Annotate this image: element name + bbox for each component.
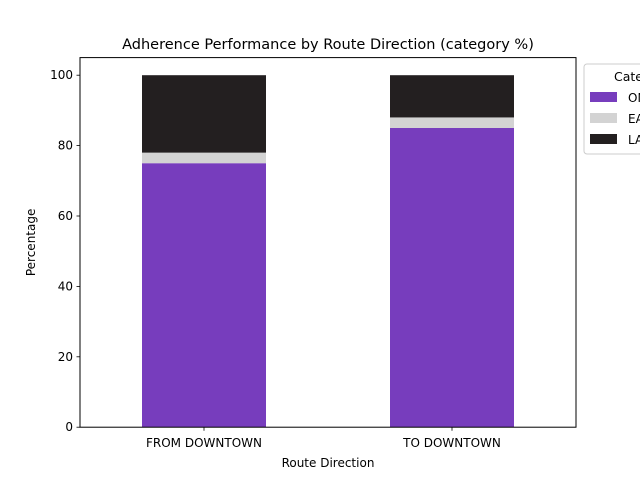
x-axis: FROM DOWNTOWN TO DOWNTOWN	[146, 427, 501, 450]
bar-early-1	[142, 152, 266, 164]
legend-entries: ON TIME EARLY LATE	[590, 91, 640, 147]
legend: Category ON TIME EARLY LATE	[583, 63, 640, 155]
bar-on-time-1	[142, 163, 266, 428]
y-tick-label: 60	[58, 209, 73, 223]
bar-late-1	[142, 75, 266, 153]
bar-late-2	[390, 75, 514, 118]
x-axis-label: Route Direction	[282, 456, 375, 470]
chart-title: Adherence Performance by Route Direction…	[122, 37, 534, 53]
legend-swatch	[590, 113, 617, 123]
legend-title: Category	[614, 69, 640, 84]
y-tick-label: 100	[50, 68, 73, 82]
y-tick-label: 0	[65, 420, 73, 434]
y-axis: 0 20 40 60 80 100	[50, 68, 80, 434]
legend-frame	[583, 63, 640, 155]
y-tick-label: 40	[58, 279, 73, 293]
plot-area	[142, 75, 514, 428]
y-axis-label: Percentage	[24, 209, 38, 277]
y-tick-label: 20	[58, 350, 73, 364]
legend-swatch	[590, 134, 617, 144]
x-tick-label: FROM DOWNTOWN	[146, 436, 262, 450]
x-tick-label: TO DOWNTOWN	[402, 436, 501, 450]
axes-frame	[79, 57, 577, 428]
bar-early-2	[390, 117, 514, 128]
bar-on-time-2	[390, 128, 514, 428]
legend-label: ON TIME	[628, 91, 640, 105]
legend-swatch	[590, 92, 617, 102]
legend-label: EARLY	[628, 112, 640, 126]
legend-label: LATE	[628, 133, 640, 147]
y-tick-label: 80	[58, 139, 73, 153]
